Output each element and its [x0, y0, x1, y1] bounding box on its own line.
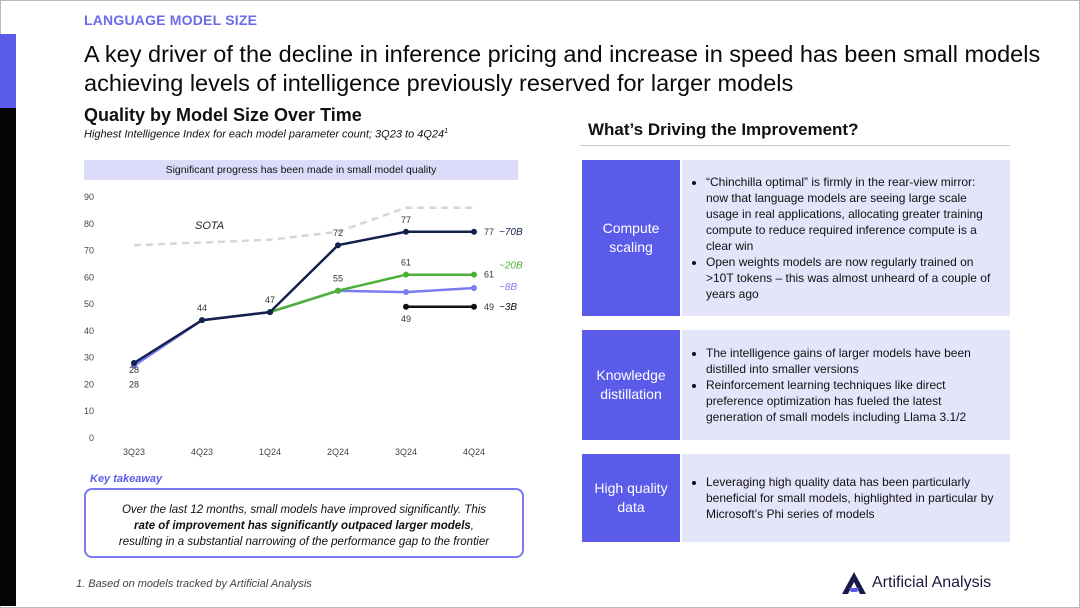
- y-tick-label: 60: [84, 272, 94, 282]
- key-takeaway-box: Over the last 12 months, small models ha…: [84, 488, 524, 558]
- data-label: 28: [129, 365, 139, 375]
- series-line-20B: [269, 273, 474, 314]
- x-tick-label: 4Q23: [191, 447, 213, 457]
- x-tick-label: 3Q23: [123, 447, 145, 457]
- data-point: [403, 271, 409, 278]
- drivers-title: What’s Driving the Improvement?: [588, 120, 859, 139]
- driver-label: Knowledge distillation: [582, 330, 680, 440]
- driver-label: Compute scaling: [582, 160, 680, 316]
- data-label: 47: [265, 295, 275, 305]
- y-tick-label: 10: [84, 406, 94, 416]
- data-point: [403, 289, 409, 296]
- series-line-SOTA: [133, 206, 474, 247]
- series-legend-label: ~70B: [499, 227, 523, 238]
- data-point: [335, 287, 341, 294]
- x-tick-label: 4Q24: [463, 447, 485, 457]
- y-tick-label: 20: [84, 379, 94, 389]
- data-point: [131, 360, 137, 367]
- data-point: [471, 228, 477, 235]
- data-label: 55: [333, 274, 343, 284]
- y-tick-label: 40: [84, 326, 94, 336]
- data-label: 61: [484, 270, 494, 280]
- data-point: [471, 285, 477, 292]
- driver-text: Leveraging high quality data has been pa…: [682, 454, 1010, 542]
- y-tick-label: 30: [84, 353, 94, 363]
- y-tick-label: 70: [84, 246, 94, 256]
- data-point: [335, 242, 341, 249]
- y-tick-label: 90: [84, 192, 94, 202]
- side-bar: [0, 108, 16, 606]
- data-label: 77: [484, 227, 494, 237]
- series-legend-label: ~20B: [499, 261, 523, 272]
- chart-title: Quality by Model Size Over Time: [84, 105, 362, 125]
- data-point: [471, 303, 477, 310]
- series-legend-label: ~8B: [499, 282, 517, 293]
- series-line-70B: [133, 230, 474, 365]
- y-tick-label: 50: [84, 299, 94, 309]
- data-label: 72: [333, 228, 343, 238]
- bullet: The intelligence gains of larger models …: [706, 345, 998, 377]
- sota-annotation: SOTA: [195, 220, 224, 232]
- data-label: 49: [484, 302, 494, 312]
- data-point: [403, 303, 409, 310]
- data-point: [199, 317, 205, 324]
- chart-banner: Significant progress has been made in sm…: [84, 160, 518, 180]
- bullet: Leveraging high quality data has been pa…: [706, 474, 998, 522]
- data-point: [403, 228, 409, 235]
- chart-subtitle: Highest Intelligence Index for each mode…: [84, 128, 449, 141]
- headline: A key driver of the decline in inference…: [84, 41, 1041, 96]
- logo-icon: [842, 572, 866, 594]
- x-tick-label: 1Q24: [259, 447, 281, 457]
- bullet: Open weights models are now regularly tr…: [706, 254, 998, 302]
- driver-label: High quality data: [582, 454, 680, 542]
- data-label: 44: [197, 303, 207, 313]
- y-tick-label: 80: [84, 219, 94, 229]
- y-tick-label: 0: [89, 433, 94, 443]
- series-legend-label: ~3B: [499, 302, 517, 313]
- footnote: 1. Based on models tracked by Artificial…: [76, 578, 312, 590]
- bullet: “Chinchilla optimal” is firmly in the re…: [706, 174, 998, 254]
- line-chart: 0 10 20 30 40 50 60 70 80 90 3Q23 4Q23 1Q24 2Q24 3Q24 4…: [84, 192, 523, 457]
- accent-bar: [0, 34, 16, 108]
- data-label: 61: [401, 258, 411, 268]
- section-label: LANGUAGE MODEL SIZE: [84, 12, 258, 28]
- data-label: 49: [401, 314, 411, 324]
- driver-text: The intelligence gains of larger models …: [682, 330, 1010, 440]
- series-line-8B: [133, 286, 475, 367]
- brand-logo: Artificial Analysis: [842, 572, 991, 594]
- x-tick-label: 2Q24: [327, 447, 349, 457]
- data-label: 28: [129, 380, 139, 390]
- key-takeaway-label: Key takeaway: [90, 473, 163, 485]
- data-point: [471, 271, 477, 278]
- driver-text: “Chinchilla optimal” is firmly in the re…: [682, 160, 1010, 316]
- data-label: 77: [401, 215, 411, 225]
- bullet: Reinforcement learning techniques like d…: [706, 377, 998, 425]
- data-point: [267, 309, 273, 316]
- divider: [580, 145, 1010, 146]
- x-tick-label: 3Q24: [395, 447, 417, 457]
